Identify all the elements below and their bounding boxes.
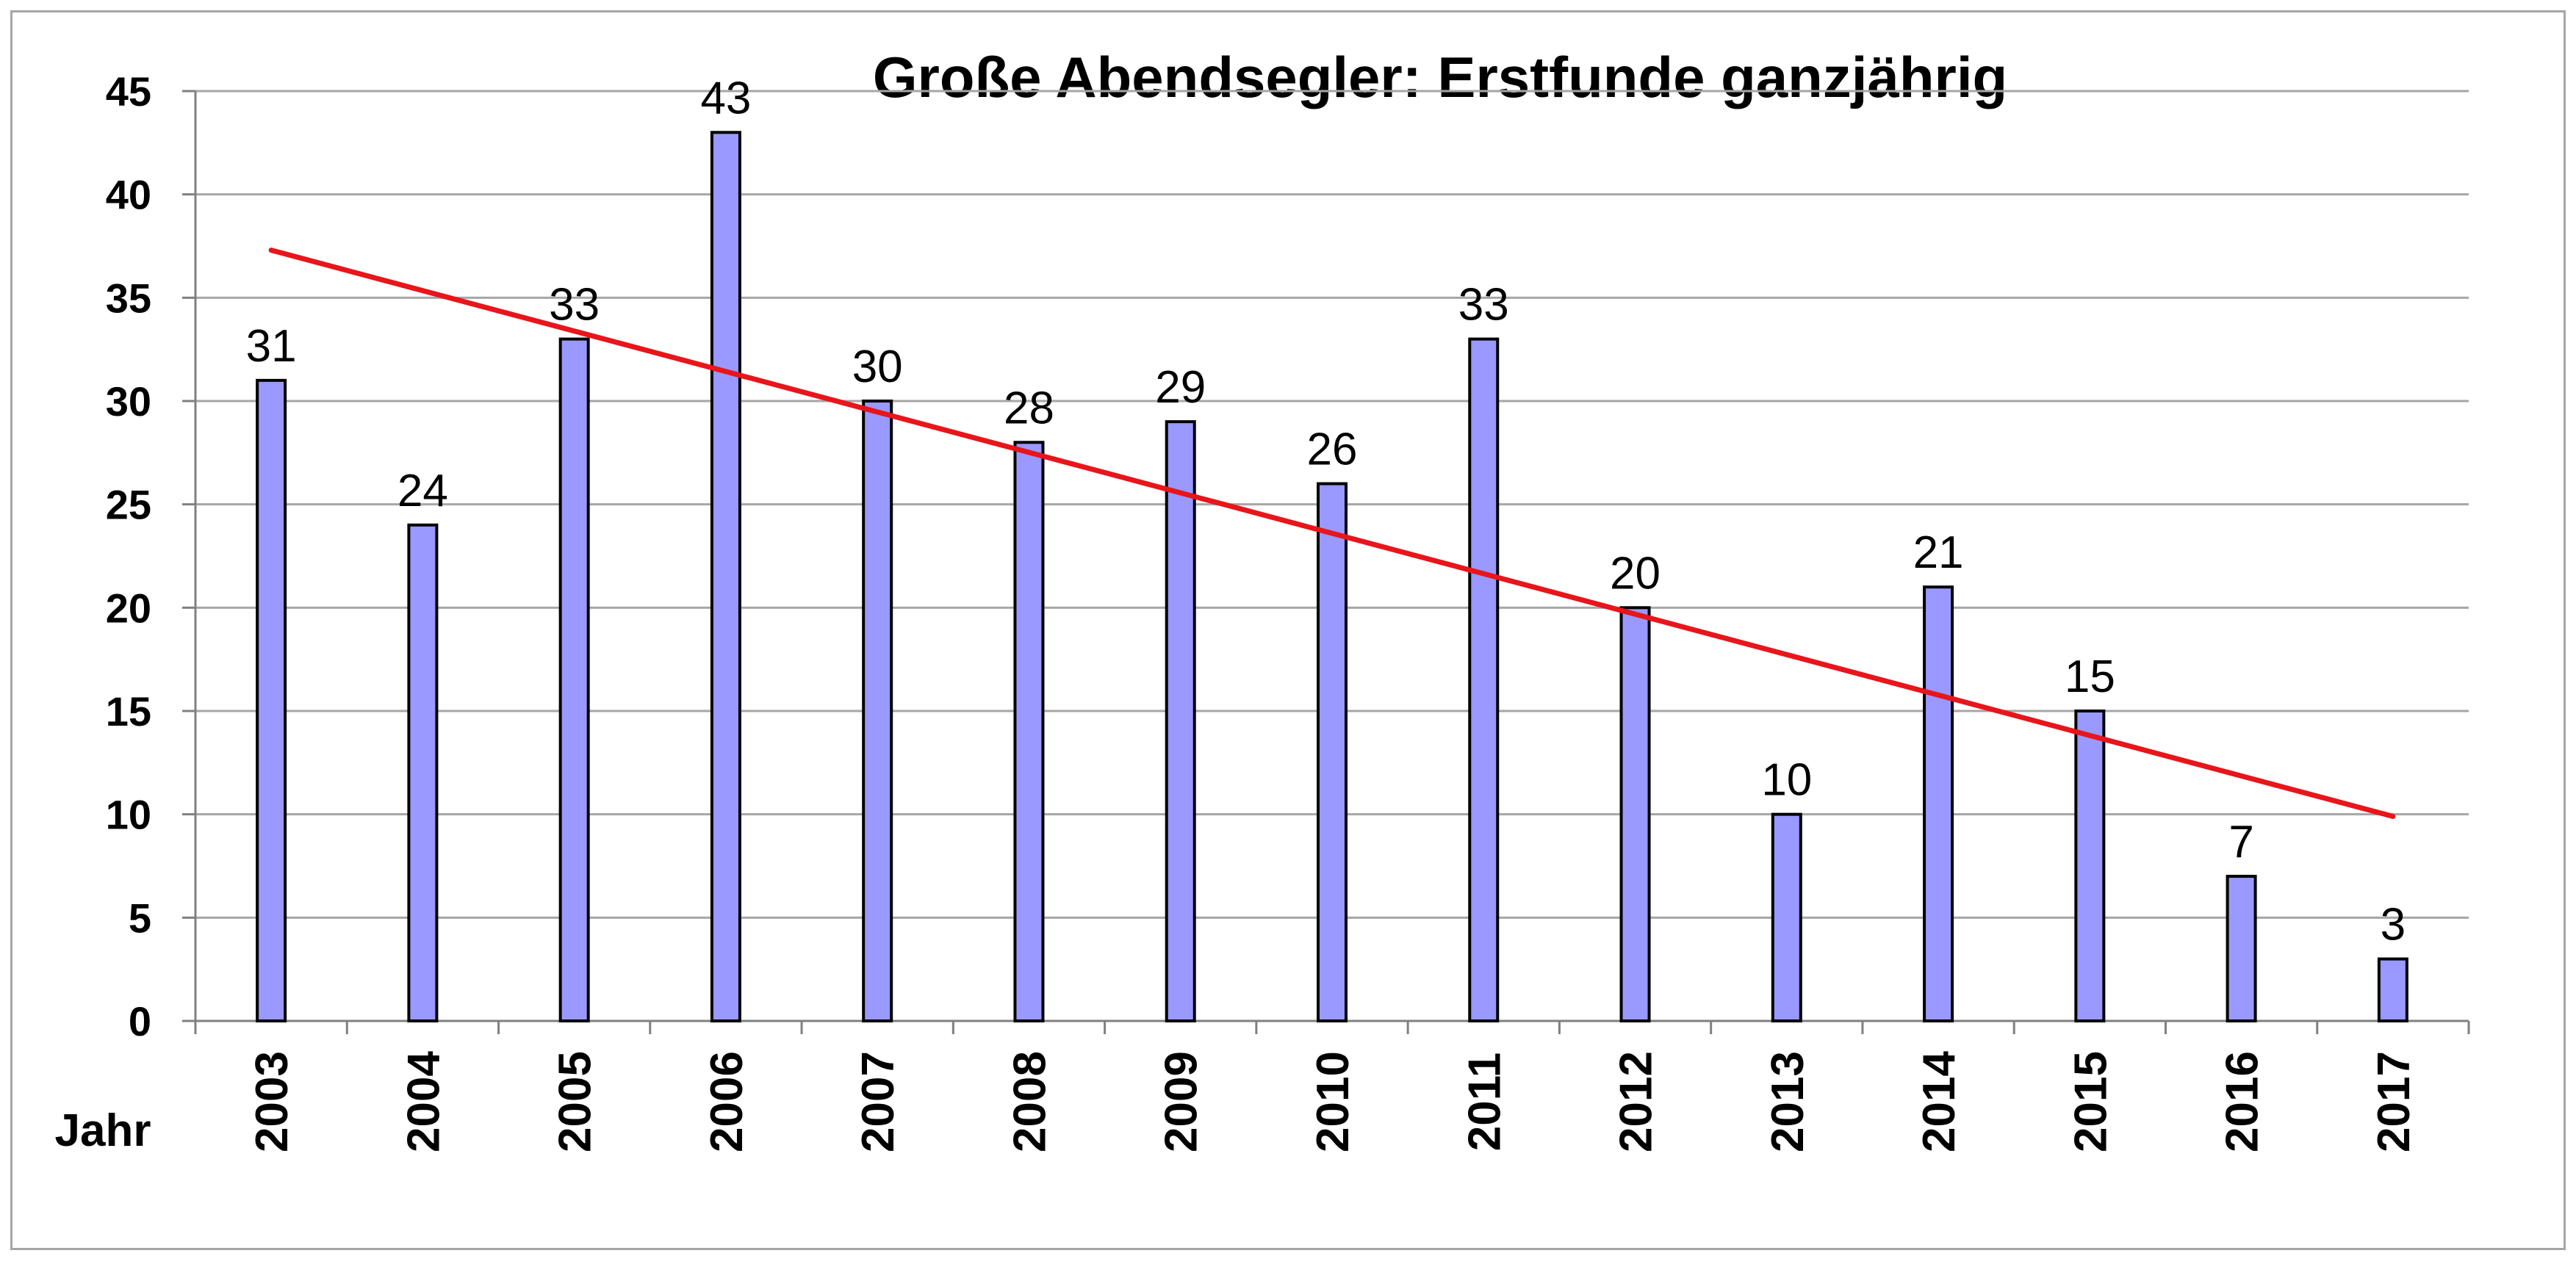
x-tick-label-2006: 2006: [702, 1051, 752, 1152]
x-tick-label-2016: 2016: [2217, 1051, 2268, 1152]
y-tick-label: 45: [106, 68, 151, 115]
bar-2003: [256, 378, 287, 1022]
bar-2006: [710, 131, 741, 1022]
trendline: [268, 248, 2396, 819]
x-tick-label-2008: 2008: [1004, 1051, 1055, 1152]
x-tick-label-2009: 2009: [1156, 1051, 1207, 1152]
bar-2010: [1317, 482, 1348, 1022]
x-tick-label-2014: 2014: [1914, 1051, 1965, 1152]
x-tick-label-2017: 2017: [2369, 1051, 2420, 1152]
chart-title: Große Abendsegler: Erstfunde ganzjährig: [873, 45, 2007, 109]
data-label-2004: 24: [397, 466, 448, 516]
x-tick-label-2010: 2010: [1308, 1051, 1359, 1152]
y-tick-label: 20: [106, 585, 151, 631]
bar-2015: [2074, 710, 2106, 1022]
data-label-2014: 21: [1913, 527, 1964, 578]
x-tick-label-2012: 2012: [1611, 1051, 1662, 1152]
y-tick-label: 5: [129, 895, 151, 941]
data-label-2003: 31: [246, 321, 297, 372]
bar-2011: [1468, 337, 1500, 1023]
bar-2012: [1619, 606, 1651, 1022]
x-tick-label-2011: 2011: [1459, 1053, 1510, 1152]
y-tick-label: 25: [106, 482, 151, 528]
data-labels: 31 24 33 43 30 28 29 26 33 20 10 21 15 7 3: [246, 73, 2406, 950]
y-tick-label: 0: [129, 998, 151, 1044]
y-tick-label: 35: [106, 275, 151, 321]
bar-2004: [407, 523, 439, 1022]
x-tick-label-2015: 2015: [2065, 1051, 2116, 1152]
x-tick-label-2013: 2013: [1763, 1051, 1813, 1152]
data-label-2006: 43: [700, 73, 751, 123]
x-tick-label-2004: 2004: [398, 1051, 449, 1152]
x-tick-label-2007: 2007: [853, 1051, 904, 1152]
bar-2013: [1771, 812, 1802, 1022]
y-tick-label: 30: [106, 378, 151, 425]
data-label-2010: 26: [1307, 425, 1358, 475]
data-label-2013: 10: [1761, 755, 1812, 806]
data-label-2009: 29: [1155, 362, 1206, 413]
bar-2014: [1923, 585, 1954, 1022]
data-label-2011: 33: [1458, 280, 1509, 331]
trendline-group: [268, 248, 2396, 819]
bar-2017: [2377, 957, 2408, 1022]
y-tick-label: 15: [106, 688, 151, 734]
bar-2007: [862, 400, 893, 1022]
x-axis-label: Jahr: [55, 1105, 151, 1156]
data-label-2008: 28: [1004, 383, 1054, 433]
y-tick-label: 10: [106, 792, 151, 838]
data-label-2007: 30: [852, 342, 903, 392]
data-label-2017: 3: [2381, 900, 2406, 950]
x-tick-label-2003: 2003: [247, 1051, 298, 1152]
data-label-2005: 33: [549, 280, 600, 331]
bar-2009: [1165, 420, 1196, 1022]
bars: [256, 131, 2408, 1023]
data-label-2015: 15: [2065, 651, 2115, 702]
bar-2005: [558, 337, 590, 1023]
bar-2016: [2226, 875, 2257, 1022]
data-label-2012: 20: [1610, 548, 1661, 599]
x-tick-label-2005: 2005: [550, 1051, 601, 1152]
bar-2008: [1013, 441, 1045, 1022]
axes: 0 5 10 15 20 25 30 35 40 45 2003 2004 2005 2006 2007 20…: [106, 68, 2470, 1152]
data-label-2016: 7: [2228, 817, 2253, 867]
y-tick-label: 40: [106, 172, 151, 218]
